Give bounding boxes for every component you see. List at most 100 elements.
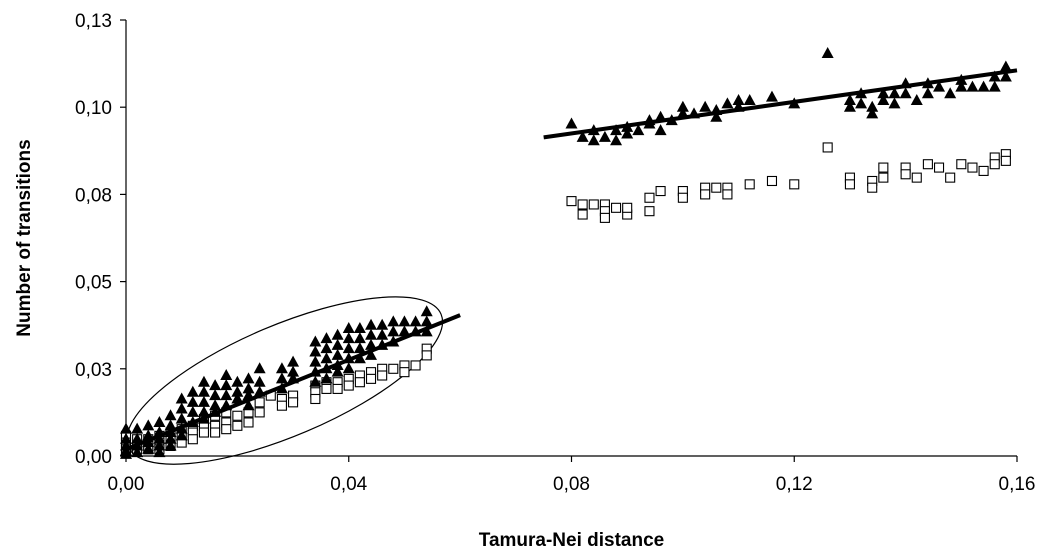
data-point-square xyxy=(377,370,388,381)
data-point-triangle xyxy=(342,362,355,374)
data-point-square xyxy=(900,169,911,180)
data-point-square xyxy=(878,172,889,183)
data-point-triangle xyxy=(877,93,890,105)
data-point-triangle xyxy=(242,382,255,394)
data-point-square xyxy=(577,199,588,210)
data-point-triangle xyxy=(365,318,378,330)
y-tick-label: 0,10 xyxy=(75,98,112,119)
data-point-triangle xyxy=(320,342,333,354)
data-point-square xyxy=(310,393,321,405)
data-point-square xyxy=(232,420,243,431)
data-point-triangle xyxy=(153,415,166,427)
data-point-square xyxy=(945,172,956,183)
data-point-square xyxy=(321,383,332,394)
data-point-triangle xyxy=(576,130,589,142)
data-point-square xyxy=(622,202,633,213)
data-point-triangle xyxy=(721,97,734,109)
data-point-square xyxy=(588,199,599,210)
y-tick-label: 0,00 xyxy=(75,447,112,468)
x-tick-label: 0,00 xyxy=(108,474,145,495)
x-tick-label: 0,04 xyxy=(330,474,367,495)
data-point-triangle xyxy=(944,87,957,99)
data-point-triangle xyxy=(699,100,712,112)
data-point-triangle xyxy=(353,342,366,354)
data-point-square xyxy=(577,209,588,220)
data-point-triangle xyxy=(275,362,288,374)
data-point-triangle xyxy=(253,375,266,387)
data-point-square xyxy=(700,189,711,200)
data-point-triangle xyxy=(220,369,233,381)
data-point-triangle xyxy=(342,322,355,334)
x-axis-title: Tamura-Nei distance xyxy=(479,530,664,551)
data-point-square xyxy=(388,363,399,374)
data-point-triangle xyxy=(309,375,322,387)
data-point-triangle xyxy=(999,70,1012,82)
data-point-triangle xyxy=(353,352,366,364)
data-point-triangle xyxy=(220,389,233,401)
data-point-square xyxy=(288,397,299,408)
data-point-triangle xyxy=(309,355,322,367)
data-point-triangle xyxy=(365,328,378,340)
data-point-triangle xyxy=(186,405,199,417)
data-point-triangle xyxy=(209,389,222,401)
data-point-square xyxy=(844,179,855,190)
data-point-square xyxy=(1000,155,1011,166)
trend-line xyxy=(543,68,1018,140)
data-point-triangle xyxy=(732,93,745,105)
data-point-triangle xyxy=(587,134,600,146)
data-point-square xyxy=(210,427,221,438)
data-point-triangle xyxy=(420,325,433,337)
data-point-square xyxy=(365,373,377,384)
data-point-triangle xyxy=(175,402,188,414)
data-point-square xyxy=(410,360,421,371)
data-point-triangle xyxy=(197,385,210,397)
data-point-square xyxy=(956,159,967,170)
data-point-square xyxy=(343,380,354,391)
data-point-triangle xyxy=(632,124,645,136)
data-point-triangle xyxy=(353,322,366,334)
data-point-triangle xyxy=(999,60,1012,72)
data-point-square xyxy=(243,417,254,428)
data-point-triangle xyxy=(153,432,166,444)
data-point-triangle xyxy=(197,395,210,407)
data-point-triangle xyxy=(621,127,634,139)
data-point-triangle xyxy=(843,93,856,105)
data-point-triangle xyxy=(309,335,322,347)
x-tick-label: 0,08 xyxy=(553,474,590,495)
data-point-triangle xyxy=(877,87,890,99)
data-point-square xyxy=(644,206,655,217)
data-point-triangle xyxy=(888,97,901,109)
data-point-square xyxy=(744,179,755,190)
data-point-triangle xyxy=(342,342,355,354)
data-point-triangle xyxy=(676,100,689,112)
data-point-triangle xyxy=(186,385,199,397)
data-point-square xyxy=(967,162,978,173)
data-point-square xyxy=(911,172,922,183)
data-point-triangle xyxy=(821,47,834,59)
data-point-square xyxy=(421,350,432,361)
data-point-triangle xyxy=(933,80,946,92)
data-point-square xyxy=(789,179,800,190)
y-axis-title: Number of transitions xyxy=(14,139,35,336)
data-point-square xyxy=(933,162,945,173)
data-point-triangle xyxy=(287,365,300,377)
data-point-square xyxy=(232,410,243,421)
data-point-triangle xyxy=(209,399,222,411)
x-tick-label: 0,16 xyxy=(999,474,1036,495)
data-point-triangle xyxy=(966,80,979,92)
data-point-triangle xyxy=(164,409,177,421)
data-point-square xyxy=(221,424,232,435)
data-point-square xyxy=(276,400,287,411)
data-point-triangle xyxy=(164,432,177,444)
data-point-triangle xyxy=(331,338,344,350)
data-point-triangle xyxy=(855,97,868,109)
data-point-square xyxy=(254,407,265,418)
data-point-triangle xyxy=(387,315,400,327)
data-point-square xyxy=(822,142,833,153)
data-point-triangle xyxy=(320,372,333,384)
data-point-triangle xyxy=(287,355,300,367)
data-point-triangle xyxy=(186,395,199,407)
data-point-triangle xyxy=(153,439,166,451)
data-point-triangle xyxy=(654,124,667,136)
data-point-triangle xyxy=(142,442,155,454)
